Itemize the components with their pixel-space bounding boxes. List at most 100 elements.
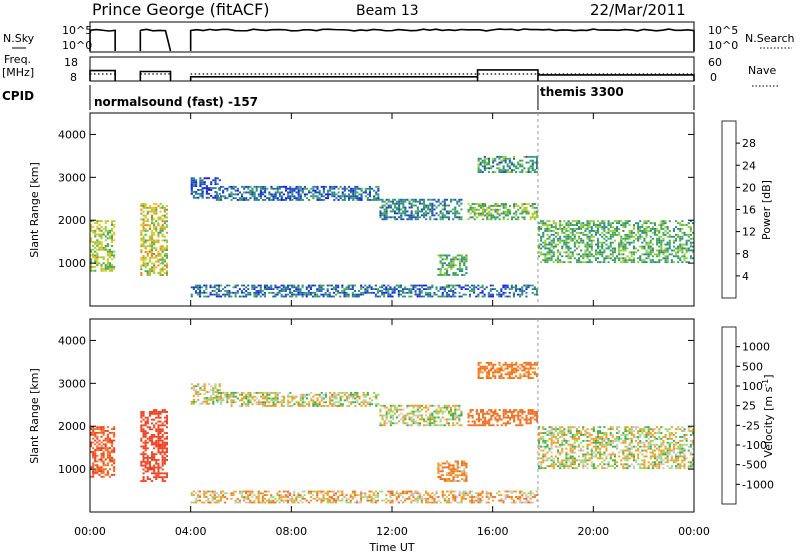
echo-cell [163, 222, 166, 225]
echo-cell [161, 468, 164, 471]
echo-cell [521, 291, 524, 294]
echo-cell [345, 291, 348, 294]
echo-cell [412, 204, 415, 207]
echo-cell [226, 197, 229, 200]
echo-cell [563, 235, 566, 238]
echo-cell [504, 214, 507, 217]
echo-cell [383, 424, 386, 427]
echo-cell [575, 253, 578, 256]
echo-cell [218, 179, 221, 182]
echo-cell [498, 418, 501, 421]
echo-cell [155, 210, 158, 213]
echo-cell [506, 373, 509, 376]
echo-cell [488, 163, 491, 166]
echo-cell [280, 403, 283, 406]
echo-cell [578, 257, 581, 260]
echo-cell [513, 205, 516, 207]
echo-cell [498, 291, 501, 294]
echo-cell [251, 195, 254, 198]
echo-cell [291, 405, 294, 407]
echo-cell [656, 237, 659, 240]
echo-cell [509, 208, 512, 211]
echo-cell [461, 258, 464, 261]
echo-cell [251, 189, 254, 192]
echo-cell [255, 185, 258, 188]
echo-cell [205, 177, 208, 180]
echo-cell [381, 286, 384, 289]
echo-cell [521, 416, 524, 419]
echo-cell [461, 274, 464, 276]
echo-cell [144, 480, 147, 482]
echo-cell [473, 214, 476, 217]
echo-cell [113, 435, 116, 438]
echo-cell [527, 367, 530, 370]
echo-cell [668, 241, 671, 244]
echo-cell [375, 197, 378, 200]
echo-cell [348, 189, 351, 192]
echo-cell [573, 463, 576, 466]
echo-cell [649, 241, 652, 244]
echo-cell [274, 393, 277, 396]
echo-cell [199, 284, 202, 287]
echo-cell [163, 447, 166, 450]
nave-tick-bottom: 0 [710, 71, 717, 84]
echo-cell [513, 409, 516, 411]
echo-cell [588, 224, 591, 226]
echo-cell [232, 399, 235, 402]
echo-cell [544, 455, 547, 458]
echo-cell [153, 233, 156, 236]
echo-cell [230, 399, 233, 402]
echo-cell [637, 222, 640, 225]
echo-cell [205, 288, 208, 290]
echo-cell [533, 216, 536, 219]
echo-cell [330, 295, 333, 298]
echo-cell [605, 255, 608, 258]
echo-cell [324, 395, 327, 398]
echo-cell [383, 212, 386, 215]
echo-cell [104, 246, 107, 249]
echo-cell [544, 253, 547, 256]
echo-cell [111, 458, 114, 461]
echo-cell [142, 222, 145, 225]
echo-cell [683, 255, 686, 258]
echo-cell [556, 451, 559, 454]
echo-cell [550, 239, 553, 242]
echo-cell [492, 171, 495, 173]
echo-cell [157, 253, 160, 255]
echo-cell [255, 187, 258, 190]
echo-cell [465, 472, 468, 475]
echo-cell [592, 224, 595, 226]
echo-cell [431, 210, 434, 213]
echo-cell [259, 295, 262, 298]
echo-cell [548, 259, 551, 262]
echo-cell [450, 284, 453, 287]
echo-cell [563, 437, 566, 440]
echo-cell [622, 247, 625, 250]
echo-cell [92, 437, 95, 440]
echo-cell [458, 198, 461, 201]
echo-cell [402, 212, 405, 215]
echo-cell [203, 387, 206, 390]
echo-cell [441, 468, 444, 471]
echo-cell [559, 443, 562, 446]
echo-cell [666, 226, 669, 228]
echo-cell [92, 269, 95, 272]
echo-cell [106, 243, 109, 245]
echo-cell [159, 472, 162, 475]
echo-cell [195, 400, 198, 403]
echo-cell [664, 255, 667, 258]
echo-cell [512, 291, 515, 294]
echo-cell [220, 403, 223, 406]
echo-cell [207, 391, 211, 393]
echo-cell [397, 293, 400, 296]
echo-cell [418, 424, 421, 427]
echo-cell [473, 291, 476, 294]
echo-cell [618, 257, 621, 260]
echo-cell [559, 220, 562, 223]
echo-cell [383, 414, 386, 417]
echo-cell [106, 470, 109, 472]
echo-cell [437, 268, 440, 271]
echo-cell [287, 191, 290, 194]
echo-cell [98, 466, 101, 469]
echo-cell [196, 284, 199, 287]
